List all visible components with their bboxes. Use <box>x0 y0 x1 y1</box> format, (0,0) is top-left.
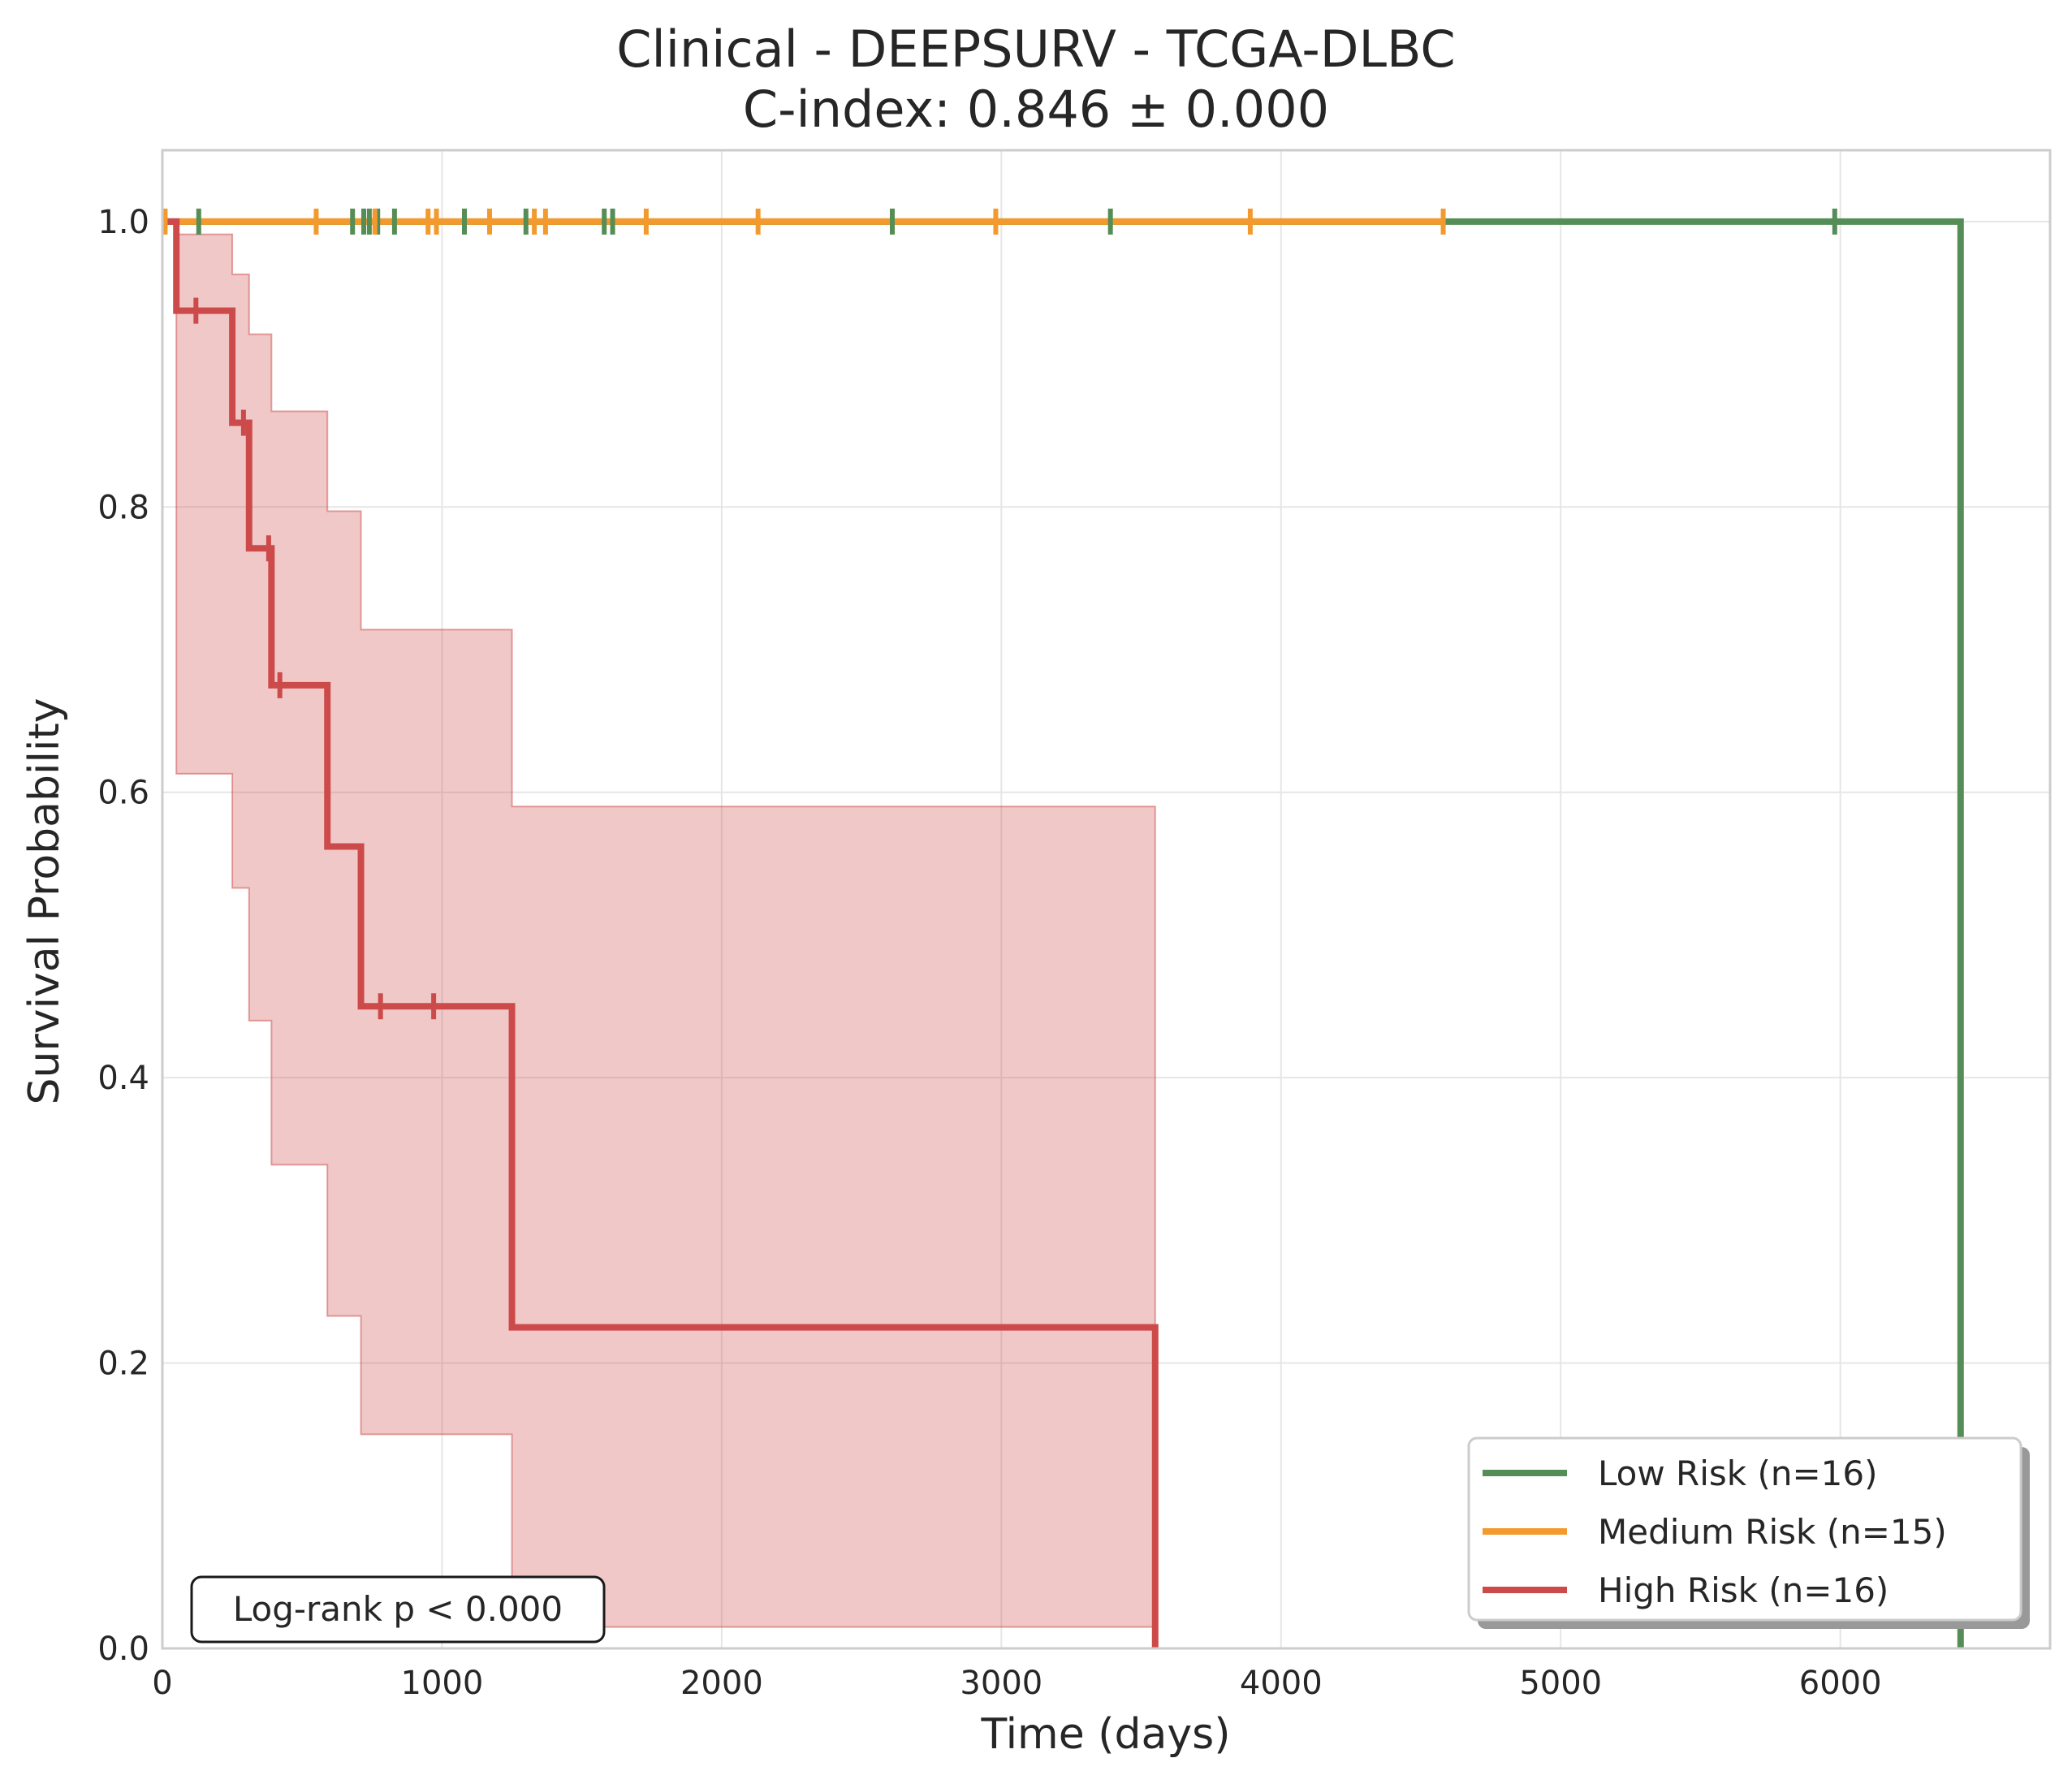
x-tick-label: 6000 <box>1799 1665 1882 1702</box>
censor-markers <box>162 208 1837 1020</box>
y-tick-label: 0.0 <box>97 1631 149 1668</box>
annotation-text: Log-rank p < 0.000 <box>233 1589 563 1629</box>
y-tick-label: 0.2 <box>97 1346 149 1383</box>
y-tick-label: 0.4 <box>97 1060 149 1097</box>
plot-frame <box>161 149 2052 1650</box>
x-axis-label: Time (days) <box>980 1710 1230 1759</box>
y-tick-label: 0.8 <box>97 489 149 526</box>
x-tick-label: 1000 <box>401 1665 484 1702</box>
x-tick-label: 5000 <box>1519 1665 1602 1702</box>
chart-subtitle: C-index: 0.846 ± 0.000 <box>743 80 1329 139</box>
x-tick-label: 0 <box>152 1665 172 1702</box>
legend-label: Medium Risk (n=15) <box>1598 1512 1947 1552</box>
y-tick-label: 0.6 <box>97 775 149 812</box>
annotation-box <box>190 1575 606 1644</box>
x-tick-label: 3000 <box>960 1665 1042 1702</box>
x-tick-label: 2000 <box>680 1665 763 1702</box>
x-axis-ticks: 0 1000 2000 3000 4000 5000 6000 <box>152 1665 1881 1702</box>
survival-curve <box>162 218 1159 1648</box>
chart-title: Clinical - DEEPSURV - TCGA-DLBC <box>616 19 1455 79</box>
legend: Low Risk (n=16) Medium Risk (n=15) High Ri… <box>1467 1436 2030 1629</box>
y-axis-ticks: 0.0 0.2 0.4 0.6 0.8 1.0 <box>97 204 149 1668</box>
y-tick-label: 1.0 <box>97 204 149 241</box>
legend-box <box>1467 1436 2022 1622</box>
legend-label: High Risk (n=16) <box>1598 1570 1889 1610</box>
x-tick-label: 4000 <box>1240 1665 1323 1702</box>
legend-label: Low Risk (n=16) <box>1598 1454 1878 1493</box>
y-axis-label: Survival Probability <box>20 698 69 1104</box>
logrank-annotation: Log-rank p < 0.000 <box>190 1575 606 1644</box>
